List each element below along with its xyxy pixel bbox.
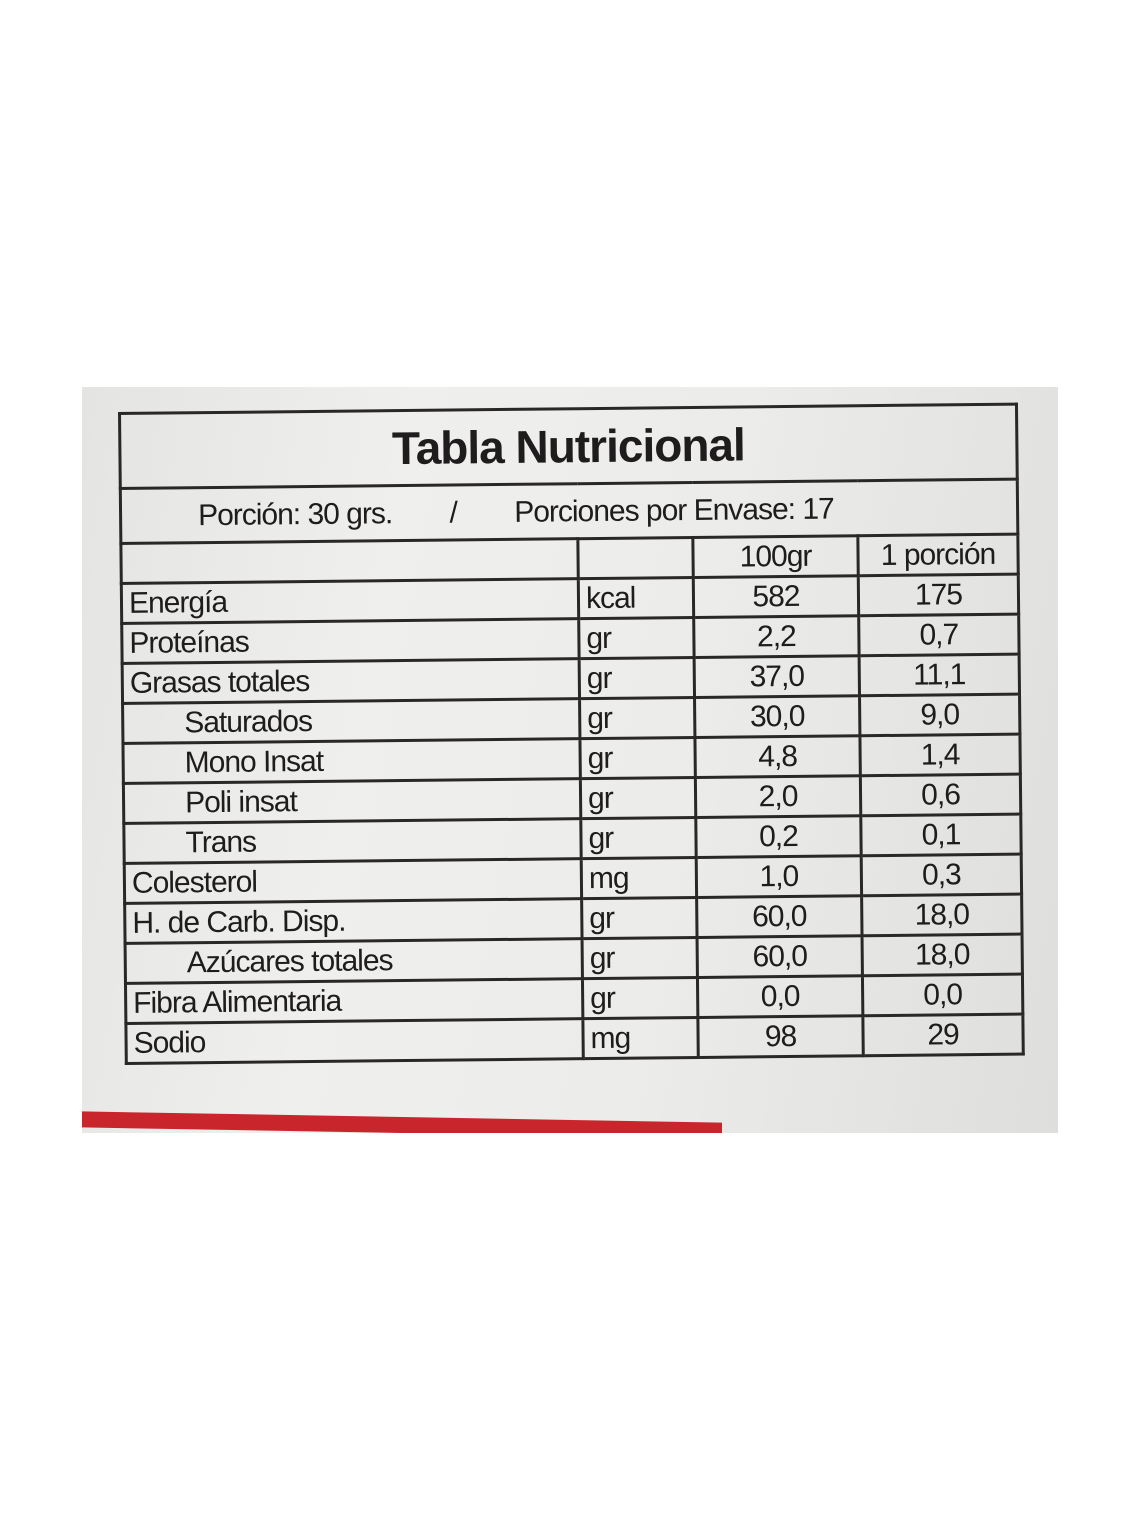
value-per-portion: 0,1 — [860, 814, 1022, 856]
value-per100: 98 — [697, 1015, 864, 1058]
value-per-portion: 175 — [858, 574, 1019, 616]
nutrient-unit: kcal — [578, 577, 694, 619]
nutrition-label: Tabla Nutricional Porción: 30 grs. / Por… — [118, 403, 1025, 1065]
value-per-portion: 0,7 — [858, 614, 1020, 656]
value-per100: 60,0 — [696, 895, 863, 938]
label-photo: Tabla Nutricional Porción: 30 grs. / Por… — [82, 387, 1058, 1133]
nutrient-name: Poli insat — [123, 778, 581, 824]
value-per-portion: 18,0 — [861, 894, 1023, 936]
value-per100: 30,0 — [694, 695, 860, 738]
value-per-portion: 18,0 — [862, 934, 1023, 976]
value-per100: 0,2 — [695, 815, 862, 858]
header-unit — [577, 537, 694, 579]
value-per-portion: 9,0 — [859, 694, 1020, 736]
value-per100: 582 — [693, 575, 859, 618]
nutrient-name: Sodio — [125, 1018, 584, 1064]
nutrient-unit: gr — [579, 657, 695, 699]
nutrient-unit: gr — [581, 897, 698, 939]
nutrient-name: Proteínas — [121, 618, 580, 664]
value-per100: 2,2 — [693, 615, 860, 658]
portions-per-package: Porciones por Envase: 17 — [514, 492, 834, 529]
value-per-portion: 0,3 — [861, 854, 1022, 896]
value-per-portion: 0,6 — [860, 774, 1021, 816]
value-per-portion: 0,0 — [862, 974, 1023, 1016]
nutrient-unit: gr — [580, 817, 697, 859]
serving-info: Porción: 30 grs. / Porciones por Envase:… — [120, 479, 1018, 544]
header-per-portion: 1 porción — [857, 534, 1019, 576]
nutrient-name: Mono Insat — [122, 738, 581, 784]
nutrient-unit: gr — [582, 937, 698, 979]
nutrition-table: Tabla Nutricional Porción: 30 grs. / Por… — [118, 403, 1025, 1065]
nutrient-unit: gr — [579, 697, 695, 739]
value-per100: 4,8 — [694, 735, 861, 778]
nutrient-name: Energía — [121, 578, 579, 624]
header-per100: 100gr — [692, 535, 859, 578]
value-per100: 0,0 — [697, 975, 863, 1018]
nutrient-unit: gr — [578, 617, 695, 659]
value-per100: 60,0 — [697, 935, 863, 978]
value-per100: 1,0 — [696, 855, 862, 898]
value-per100: 37,0 — [694, 655, 860, 698]
header-blank — [120, 538, 579, 584]
table-row: Sodio mg 98 29 — [125, 1014, 1024, 1064]
nutrient-name: Saturados — [122, 698, 580, 744]
nutrient-unit: gr — [579, 737, 696, 779]
nutrient-unit: mg — [581, 857, 697, 899]
value-per-portion: 1,4 — [859, 734, 1021, 776]
red-packaging-strip — [82, 1111, 722, 1133]
nutrient-unit: gr — [582, 977, 698, 1019]
value-per-portion: 11,1 — [859, 654, 1020, 696]
nutrient-name: Azúcares totales — [125, 938, 583, 984]
table-title: Tabla Nutricional — [119, 404, 1018, 489]
nutrient-name: Trans — [123, 818, 582, 864]
value-per100: 2,0 — [695, 775, 861, 818]
nutrient-name: Grasas totales — [122, 658, 580, 704]
value-per-portion: 29 — [862, 1014, 1024, 1056]
nutrient-name: Colesterol — [124, 858, 582, 904]
portion-size: Porción: 30 grs. — [197, 496, 393, 532]
nutrient-name: H. de Carb. Disp. — [124, 898, 583, 944]
nutrient-unit: mg — [582, 1017, 699, 1059]
nutrient-name: Fibra Alimentaria — [125, 978, 583, 1024]
separator: / — [449, 495, 458, 530]
nutrient-unit: gr — [580, 777, 696, 819]
